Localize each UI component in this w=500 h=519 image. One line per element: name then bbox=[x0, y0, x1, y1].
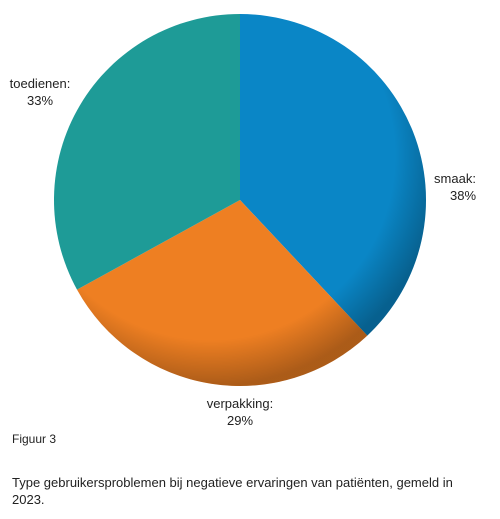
figure-label: Figuur 3 bbox=[12, 432, 57, 446]
slice-label: verpakking: bbox=[207, 396, 273, 411]
value-label: 33% bbox=[27, 93, 53, 108]
caption: Type gebruikersproblemen bij negatieve e… bbox=[12, 475, 453, 507]
chart: smaak: 38% verpakking: 29% toedienen: 33% bbox=[10, 14, 476, 428]
slice-label: toedienen: bbox=[10, 76, 71, 91]
pie bbox=[54, 14, 426, 386]
slice-label: smaak: bbox=[434, 171, 476, 186]
value-label: 38% bbox=[450, 188, 476, 203]
value-label: 29% bbox=[227, 413, 253, 428]
